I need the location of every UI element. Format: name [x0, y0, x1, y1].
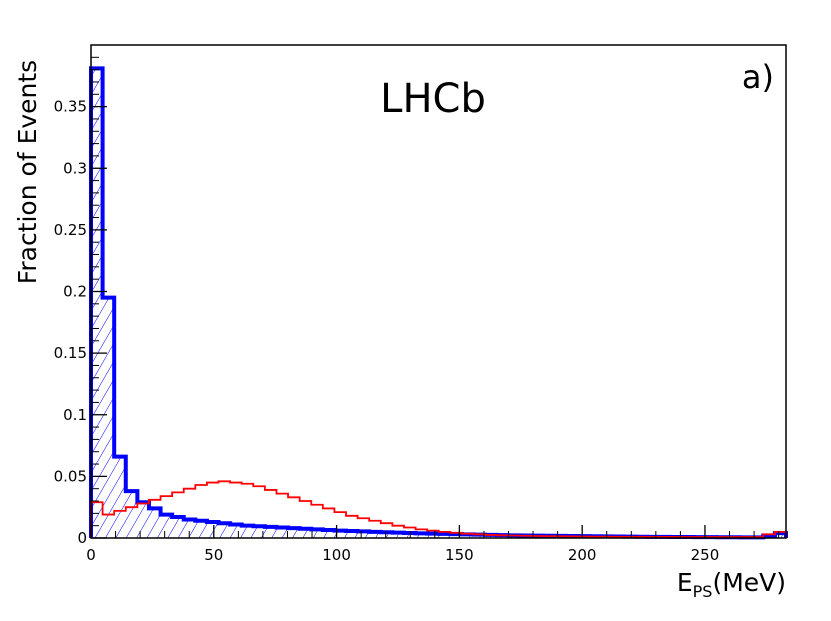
- y-tick-label: 0.35: [54, 98, 87, 116]
- lhcb-label: LHCb: [380, 76, 486, 122]
- y-tick-label: 0.3: [63, 159, 87, 177]
- x-axis-title-sub: PS: [693, 582, 713, 601]
- x-tick-label: 150: [445, 546, 474, 564]
- blue-histogram: [89, 66, 788, 540]
- y-tick-label: 0.15: [54, 344, 87, 362]
- red-histogram: [90, 480, 787, 538]
- plot-area: [89, 66, 788, 540]
- y-tick-label: 0.05: [54, 467, 87, 485]
- x-tick-label: 50: [204, 546, 223, 564]
- y-axis: 0 0.05 0.1 0.15 0.2 0.25 0.3 0.35: [54, 56, 107, 547]
- y-tick-label: 0.25: [54, 221, 87, 239]
- x-axis: 0 50 100 150 200 250: [86, 525, 780, 564]
- x-axis-title: EPS(MeV): [677, 568, 786, 601]
- y-axis-title: Fraction of Events: [13, 60, 42, 284]
- x-tick-label: 250: [691, 546, 720, 564]
- x-tick-label: 0: [86, 546, 96, 564]
- x-axis-title-main: E: [677, 568, 693, 597]
- y-tick-label: 0: [77, 529, 87, 547]
- y-tick-label: 0.1: [63, 406, 87, 424]
- x-axis-title-unit: (MeV): [712, 568, 786, 597]
- y-tick-label: 0.2: [63, 283, 87, 301]
- x-tick-label: 200: [568, 546, 597, 564]
- panel-label: a): [742, 58, 774, 96]
- x-tick-label: 100: [322, 546, 351, 564]
